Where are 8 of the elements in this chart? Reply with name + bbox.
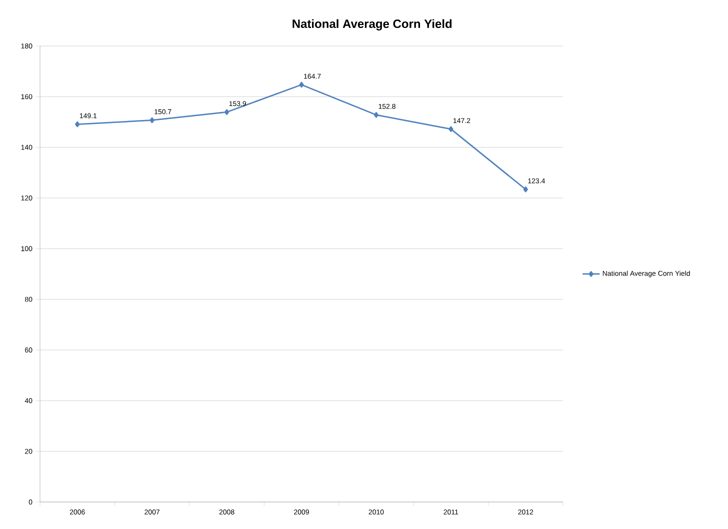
point [299,82,304,88]
chart-title: National Average Corn Yield [292,19,452,30]
point [523,186,528,192]
point [448,126,454,132]
point [75,121,80,128]
point [374,112,379,118]
point [150,117,154,124]
point [224,109,230,116]
